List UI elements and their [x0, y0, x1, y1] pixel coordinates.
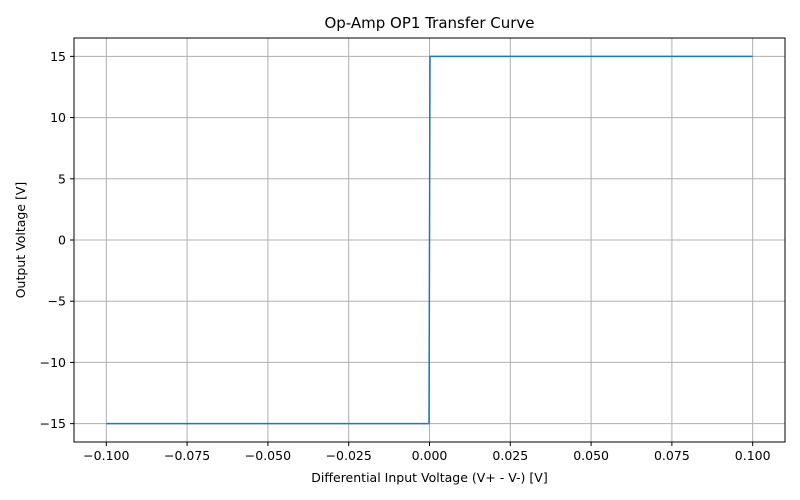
y-axis: −15 −10 −5 0 5 10 15 [40, 49, 74, 431]
y-tick-label: 0 [58, 233, 66, 248]
x-tick-label: −0.075 [164, 448, 210, 463]
y-tick-label: 5 [58, 171, 66, 186]
y-tick-label: −10 [40, 355, 66, 370]
series-line-op1 [106, 55, 753, 425]
y-tick-label: 10 [50, 110, 66, 125]
y-tick-label: −15 [40, 416, 66, 431]
x-tick-label: 0.050 [573, 448, 609, 463]
x-tick-label: −0.100 [83, 448, 129, 463]
x-axis-label: Differential Input Voltage (V+ - V-) [V] [311, 470, 547, 485]
x-tick-label: 0.025 [492, 448, 528, 463]
series-layer [106, 55, 753, 425]
y-axis-label: Output Voltage [V] [13, 182, 28, 299]
x-tick-label: −0.025 [326, 448, 372, 463]
x-axis: −0.100 −0.075 −0.050 −0.025 0.000 0.025 0.050 0… [83, 442, 771, 463]
x-tick-label: −0.050 [245, 448, 291, 463]
x-tick-label: 0.000 [412, 448, 448, 463]
y-tick-label: −5 [48, 294, 66, 309]
x-tick-label: 0.075 [654, 448, 690, 463]
y-tick-label: 15 [50, 49, 66, 64]
chart-title: Op-Amp OP1 Transfer Curve [324, 14, 534, 32]
x-tick-label: 0.100 [735, 448, 771, 463]
